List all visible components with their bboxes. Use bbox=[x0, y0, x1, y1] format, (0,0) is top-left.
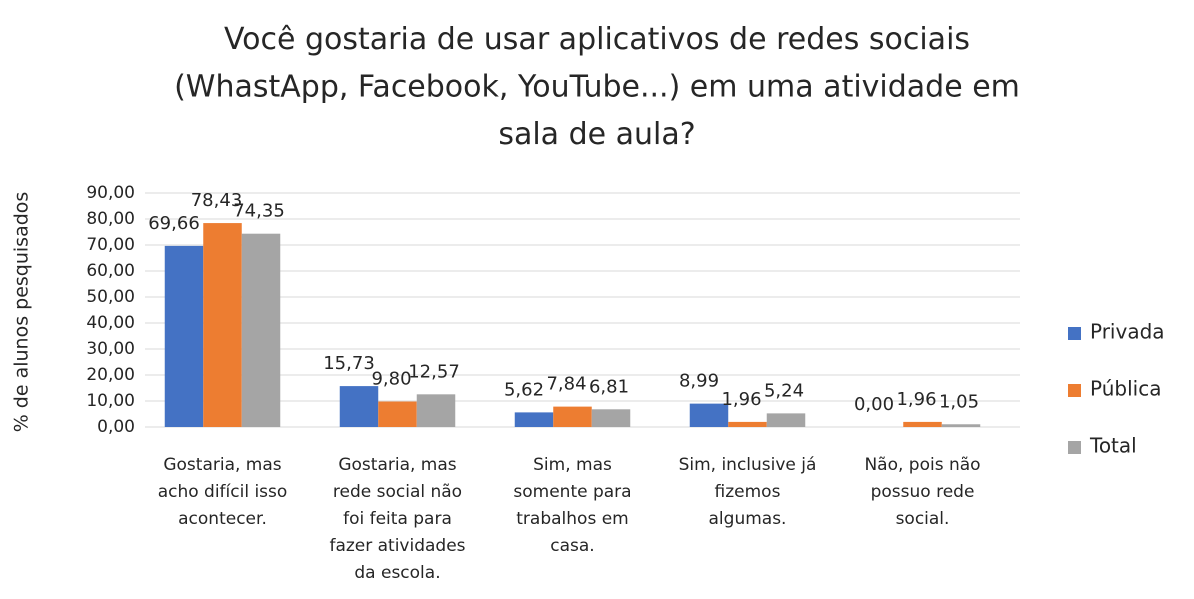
bar bbox=[766, 413, 806, 427]
x-tick-label: Gostaria, mas rede social não foi feita pa… bbox=[329, 455, 465, 583]
legend-swatch bbox=[1068, 441, 1081, 454]
x-tick-label: Gostaria, mas acho difícil isso acontecer. bbox=[158, 455, 288, 529]
value-label: 1,96 bbox=[721, 389, 761, 410]
y-tick-label: 80,00 bbox=[86, 209, 135, 229]
chart-title: Você gostaria de usar aplicativos de red… bbox=[174, 22, 1020, 152]
value-label: 0,00 bbox=[854, 394, 894, 415]
value-label: 8,99 bbox=[679, 371, 719, 392]
bar bbox=[378, 401, 417, 427]
value-label: 1,96 bbox=[896, 389, 936, 410]
y-tick-label: 90,00 bbox=[86, 183, 135, 203]
y-tick-label: 30,00 bbox=[86, 339, 135, 359]
value-label: 12,57 bbox=[408, 361, 460, 382]
bar bbox=[728, 421, 767, 427]
x-tick-label: Sim, mas somente para trabalhos em casa. bbox=[513, 455, 631, 556]
legend-swatch bbox=[1068, 384, 1081, 397]
value-label: 78,43 bbox=[191, 190, 243, 211]
value-label: 6,81 bbox=[589, 376, 629, 397]
value-label: 9,80 bbox=[371, 369, 411, 390]
bar bbox=[903, 421, 942, 427]
y-tick-label: 60,00 bbox=[86, 261, 135, 281]
bar bbox=[553, 406, 592, 427]
value-label: 1,05 bbox=[939, 391, 979, 412]
x-tick-label: Não, pois não possuo rede social. bbox=[864, 455, 980, 529]
y-tick-label: 0,00 bbox=[97, 417, 135, 437]
legend-label: Privada bbox=[1090, 320, 1165, 344]
value-label: 74,35 bbox=[233, 201, 285, 222]
y-tick-label: 10,00 bbox=[86, 391, 135, 411]
bar bbox=[591, 409, 631, 427]
x-tick-label: Sim, inclusive já fizemos algumas. bbox=[679, 455, 817, 529]
bar bbox=[689, 403, 729, 427]
bar bbox=[514, 412, 554, 427]
y-tick-label: 70,00 bbox=[86, 235, 135, 255]
bar bbox=[203, 223, 242, 427]
bar bbox=[941, 424, 981, 427]
legend-label: Pública bbox=[1090, 377, 1161, 401]
value-label: 7,84 bbox=[546, 374, 586, 395]
value-label: 15,73 bbox=[323, 353, 375, 374]
value-label: 5,62 bbox=[504, 379, 544, 400]
bar bbox=[241, 233, 281, 427]
bar bbox=[416, 394, 456, 427]
bar bbox=[164, 245, 204, 427]
legend-label: Total bbox=[1089, 434, 1137, 458]
value-label: 69,66 bbox=[148, 213, 200, 234]
y-tick-label: 40,00 bbox=[86, 313, 135, 333]
legend-swatch bbox=[1068, 327, 1081, 340]
value-label: 5,24 bbox=[764, 380, 804, 401]
y-axis-label: % de alunos pesquisados bbox=[11, 192, 33, 433]
y-tick-label: 50,00 bbox=[86, 287, 135, 307]
y-tick-label: 20,00 bbox=[86, 365, 135, 385]
bar bbox=[339, 386, 379, 427]
